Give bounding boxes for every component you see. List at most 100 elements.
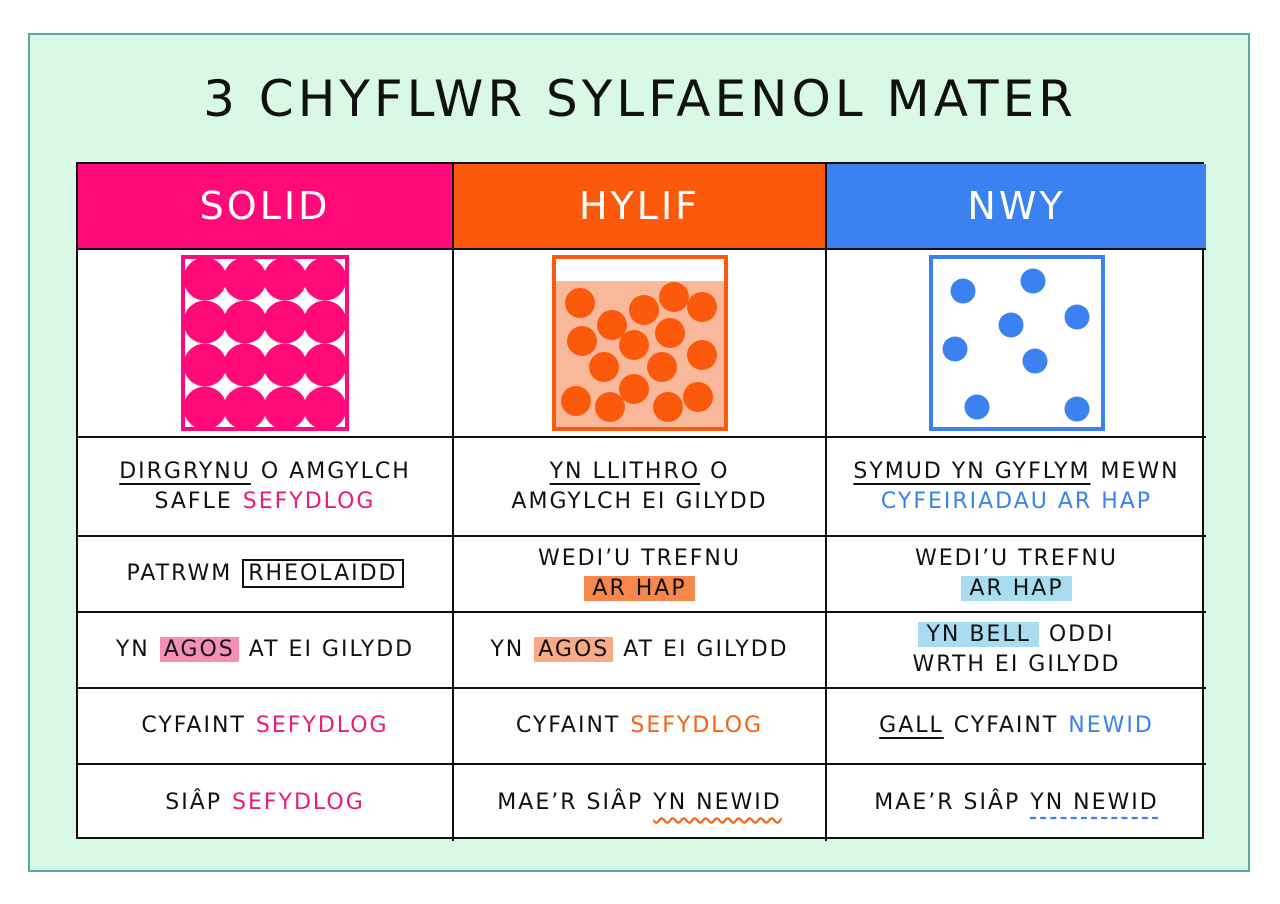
text: YN — [490, 637, 525, 662]
text: SEFYDLOG — [630, 713, 764, 738]
cell: WEDI’U TREFNU AR HAP — [454, 537, 827, 613]
column-header: HYLIF — [454, 164, 827, 250]
text: RHEOLAIDD — [242, 559, 404, 588]
particle — [303, 386, 347, 430]
text: AGOS — [159, 637, 239, 662]
text: PATRWM — [126, 561, 233, 586]
line: SYMUD YN GYFLYM MEWN — [848, 457, 1184, 487]
particle — [263, 300, 307, 344]
cell: YN AGOS AT EI GILYDD — [78, 613, 454, 689]
particle — [223, 386, 267, 430]
particle — [183, 386, 227, 430]
comparison-table: SOLID HYLIF NWY DIRGRYNU O AMGYLCH SAFLE S… — [76, 162, 1206, 841]
line: YN AGOS AT EI GILYDD — [111, 635, 419, 665]
text: AR HAP — [584, 576, 695, 601]
particle — [564, 288, 595, 318]
line: DIRGRYNU O AMGYLCH — [114, 457, 416, 487]
particle — [682, 382, 713, 412]
line: YN BELL ODDI — [913, 620, 1119, 650]
line: WEDI’U TREFNU — [910, 544, 1123, 574]
particle — [1064, 396, 1089, 422]
particle — [1022, 348, 1047, 374]
gas-image-cell — [827, 250, 1206, 438]
particle — [183, 300, 227, 344]
container — [551, 255, 728, 431]
text: CYFAINT — [515, 713, 621, 738]
particle — [942, 336, 967, 362]
particle — [998, 312, 1023, 338]
particle — [1064, 304, 1089, 330]
text: WEDI’U TREFNU — [914, 546, 1118, 571]
text: ODDI — [1048, 622, 1115, 647]
text: MEWN — [1100, 458, 1180, 484]
cell: SYMUD YN GYFLYM MEWN CYFEIRIADAU AR HAP — [827, 438, 1206, 537]
cell: MAE’R SIÂP YN NEWID — [827, 765, 1206, 841]
particle — [223, 300, 267, 344]
text: YN NEWID — [653, 790, 782, 815]
particle — [303, 300, 347, 344]
particle — [303, 257, 347, 301]
cell: YN BELL ODDI WRTH EI GILYDD — [827, 613, 1206, 689]
text: CYFAINT — [953, 713, 1059, 738]
line: GALL CYFAINT NEWID — [874, 711, 1159, 741]
particle — [652, 392, 683, 422]
text: WEDI’U TREFNU — [537, 546, 741, 571]
particle — [303, 343, 347, 387]
particle — [560, 386, 591, 416]
particle — [964, 394, 989, 420]
line: AR HAP — [579, 574, 699, 604]
text: CYFEIRIADAU AR HAP — [880, 488, 1153, 514]
particle — [628, 295, 659, 325]
text: YN — [115, 637, 150, 662]
line: WRTH EI GILYDD — [908, 650, 1126, 680]
cell: PATRWM RHEOLAIDD — [78, 537, 454, 613]
text: WRTH EI GILYDD — [912, 652, 1121, 677]
solid-particles — [181, 255, 349, 431]
cell: YN AGOS AT EI GILYDD — [454, 613, 827, 689]
text: AT EI GILYDD — [623, 637, 789, 662]
line: SAFLE SEFYDLOG — [150, 487, 381, 517]
text: SEFYDLOG — [255, 713, 389, 738]
particle — [686, 340, 717, 370]
line: CYFAINT SEFYDLOG — [511, 711, 768, 741]
text: CYFAINT — [141, 713, 246, 738]
line: MAE’R SIÂP YN NEWID — [492, 788, 786, 818]
particle — [596, 310, 627, 340]
gas-particles — [928, 255, 1105, 431]
particle — [686, 292, 717, 322]
cell: DIRGRYNU O AMGYLCH SAFLE SEFYDLOG — [78, 438, 454, 537]
cell: GALL CYFAINT NEWID — [827, 689, 1206, 765]
line: PATRWM RHEOLAIDD — [121, 559, 408, 589]
particle — [263, 343, 307, 387]
cell: CYFAINT SEFYDLOG — [454, 689, 827, 765]
column-header: NWY — [827, 164, 1206, 250]
cell: CYFAINT SEFYDLOG — [78, 689, 454, 765]
line: WEDI’U TREFNU — [533, 544, 746, 574]
line: MAE’R SIÂP YN NEWID — [869, 788, 1163, 818]
particle — [223, 343, 267, 387]
text: AT EI GILYDD — [248, 637, 415, 662]
text: MAE’R SIÂP — [874, 790, 1021, 815]
particle — [223, 257, 267, 301]
text: GALL — [879, 713, 944, 738]
text: SEFYDLOG — [232, 790, 365, 815]
text: SIÂP — [165, 790, 223, 815]
line: CYFEIRIADAU AR HAP — [876, 487, 1157, 517]
text: AGOS — [534, 637, 614, 662]
particle — [646, 352, 677, 382]
cell: WEDI’U TREFNU AR HAP — [827, 537, 1206, 613]
text: MAE’R SIÂP — [497, 790, 644, 815]
particle — [263, 257, 307, 301]
title: 3 CHYFLWR SYLFAENOL MATER — [203, 70, 1077, 128]
text: SYMUD YN GYFLYM — [853, 458, 1091, 484]
particle — [618, 374, 649, 404]
cell: YN LLITHRO O AMGYLCH EI GILYDD — [454, 438, 827, 537]
particle — [594, 392, 625, 422]
line: AMGYLCH EI GILYDD — [506, 487, 772, 517]
text: DIRGRYNU — [119, 458, 251, 484]
particle — [263, 386, 307, 430]
text: YN BELL — [918, 622, 1039, 647]
particle — [183, 343, 227, 387]
text: YN NEWID — [1030, 790, 1159, 815]
